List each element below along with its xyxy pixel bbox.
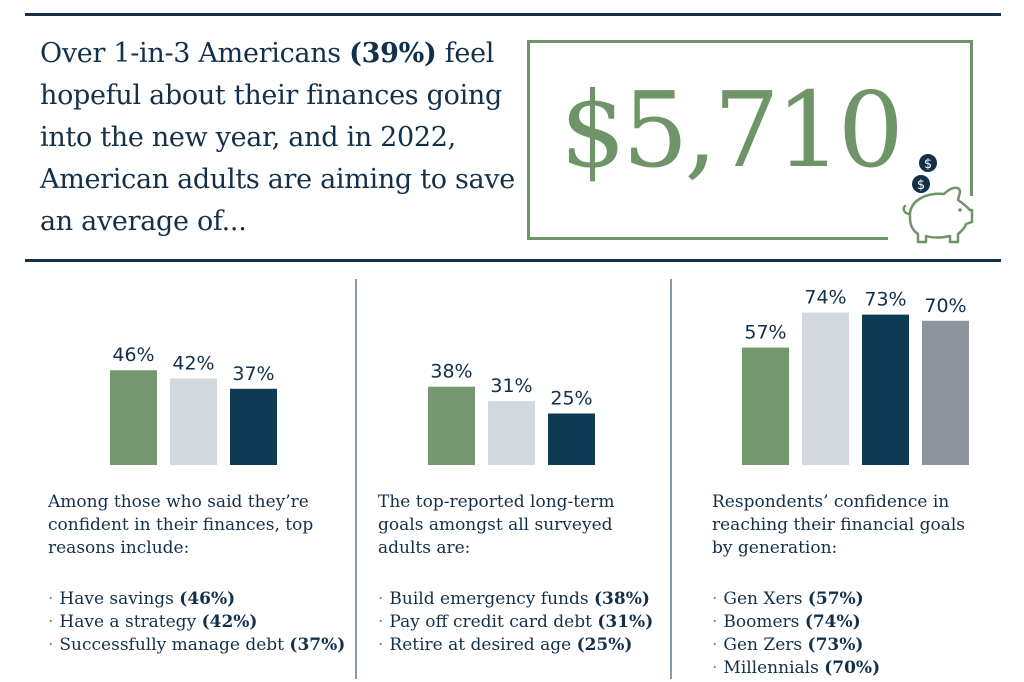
bar-successfully-manage-debt [230, 388, 277, 465]
list-item: · Retire at desired age (25%) [378, 635, 633, 655]
bar-boomers [802, 312, 849, 465]
bar-value-label: 57% [744, 322, 786, 344]
panel-1-caption: Among those who said they’re confident i… [48, 492, 314, 558]
savings-amount-box: $5,710 [527, 40, 973, 240]
top-divider-line [25, 13, 1001, 16]
dollar-coin-icon: $ [912, 175, 930, 193]
panel-3-list: · Gen Xers (57%) · Boomers (74%) · Gen Zers… [712, 588, 880, 680]
list-item: · Have savings (46%) [48, 589, 236, 609]
confidence-reasons-chart: 46% 42% 37% [100, 270, 300, 470]
long-term-goals-bars: 38% 31% 25% [428, 361, 595, 465]
list-item: · Pay off credit card debt (31%) [378, 612, 654, 632]
bar-value-label: 73% [864, 289, 906, 311]
generation-confidence-bars: 57% 74% 73% 70% [742, 287, 969, 465]
headline-highlight: (39%) [349, 38, 437, 69]
panel-3-caption: Respondents’ confidence in reaching thei… [712, 492, 965, 558]
list-item: · Build emergency funds (38%) [378, 589, 650, 609]
bar-value-label: 37% [232, 363, 274, 385]
dollar-coin-icon: $ [919, 154, 937, 172]
confidence-reasons-bars: 46% 42% 37% [110, 344, 277, 465]
bar-build-emergency-funds [428, 386, 475, 465]
bar-millennials [922, 320, 969, 465]
panel-2-list: · Build emergency funds (38%) · Pay off cr… [378, 588, 653, 657]
list-item: · Boomers (74%) [712, 612, 861, 632]
bar-value-label: 25% [550, 388, 592, 410]
svg-text:$: $ [924, 157, 932, 172]
bar-value-label: 42% [172, 352, 214, 374]
bar-value-label: 74% [804, 287, 846, 309]
list-item: · Successfully manage debt (37%) [48, 635, 346, 655]
headline-text-start: Over 1-in-3 Americans [40, 38, 350, 69]
headline: Over 1-in-3 Americans (39%) feel hopeful… [40, 33, 520, 243]
bar-value-label: 38% [430, 361, 472, 383]
headline-text-end: feel hopeful about their finances going … [40, 38, 515, 237]
bar-value-label: 31% [490, 375, 532, 397]
long-term-goals-chart: 38% 31% 25% [418, 270, 618, 470]
svg-text:$: $ [917, 178, 925, 193]
panel-2-caption: The top-reported long-term goals amongst… [378, 492, 615, 558]
savings-amount: $5,710 [560, 69, 904, 191]
bar-gen-zers [862, 314, 909, 465]
panel-1-list: · Have savings (46%) · Have a strategy (42… [48, 588, 345, 657]
bar-value-label: 70% [924, 295, 966, 317]
bar-gen-xers [742, 347, 789, 465]
bar-value-label: 46% [112, 344, 154, 366]
bar-pay-off-credit-card-debt [488, 401, 535, 465]
bar-retire-at-desired-age [548, 413, 595, 465]
column-divider [670, 279, 672, 679]
generation-confidence-chart: 57% 74% 73% 70% [732, 270, 972, 470]
column-divider [355, 279, 357, 679]
list-item: · Millennials (70%) [712, 658, 881, 678]
middle-divider-line [25, 259, 1001, 262]
list-item: · Gen Zers (73%) [712, 635, 864, 655]
bar-have-a-strategy [170, 378, 217, 465]
piggy-bank-icon: $ $ [902, 154, 974, 244]
list-item: · Have a strategy (42%) [48, 612, 258, 632]
bar-have-savings [110, 370, 157, 465]
list-item: · Gen Xers (57%) [712, 589, 864, 609]
